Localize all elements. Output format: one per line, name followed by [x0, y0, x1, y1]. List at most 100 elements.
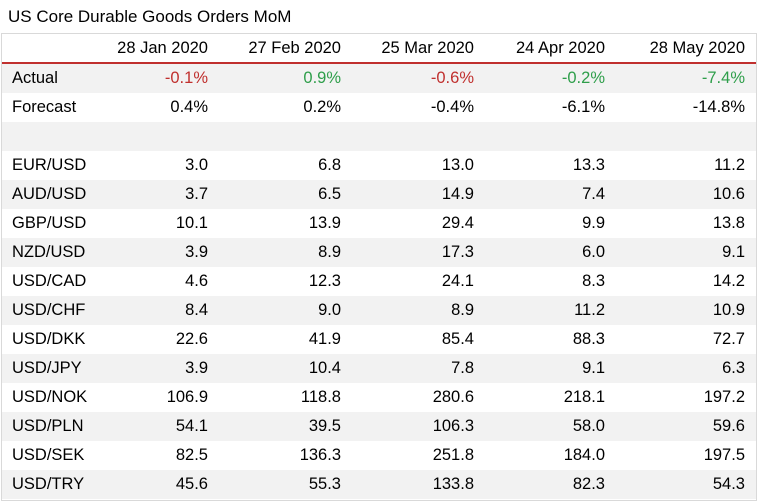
pair-value: 29.4 — [441, 214, 474, 232]
row-label: Actual — [1, 63, 100, 93]
pair-row: NZD/USD 3.9 8.9 17.3 6.0 9.1 — [1, 238, 757, 267]
pair-row: USD/TRY 45.6 55.3 133.8 82.3 54.3 — [1, 470, 757, 499]
pair-value: 88.3 — [572, 330, 605, 348]
pair-value: 9.1 — [486, 354, 617, 383]
pair-value: 3.9 — [100, 354, 220, 383]
pair-value: 85.4 — [441, 330, 474, 348]
pair-value: 8.9 — [353, 296, 486, 325]
pair-value: 14.9 — [353, 180, 486, 209]
column-header: 28 May 2020 — [617, 33, 757, 64]
pair-value: 10.6 — [617, 180, 757, 209]
pair-value: 6.8 — [318, 156, 341, 174]
actual-row: Actual -0.1% 0.9% -0.6% -0.2% -7.4% — [1, 63, 757, 93]
pair-label: USD/TRY — [1, 470, 100, 499]
pair-value: 3.7 — [100, 180, 220, 209]
pair-value: 8.4 — [100, 296, 220, 325]
pair-value: 13.8 — [712, 214, 745, 232]
actual-value: -0.1% — [100, 63, 220, 93]
pair-value: 58.0 — [486, 412, 617, 441]
pair-value: 72.7 — [712, 330, 745, 348]
pair-value: 17.3 — [353, 238, 486, 267]
pair-row: GBP/USD 10.1 13.9 29.4 9.9 13.8 — [1, 209, 757, 238]
pair-label: NZD/USD — [1, 238, 100, 267]
pair-label: USD/CHF — [1, 296, 100, 325]
table-title: US Core Durable Goods Orders MoM — [8, 7, 292, 26]
pair-value: 82.3 — [486, 470, 617, 499]
column-header: 24 Apr 2020 — [486, 33, 617, 64]
row-label: Forecast — [12, 98, 77, 116]
spacer-cell — [1, 122, 757, 151]
pair-value: 106.9 — [166, 388, 208, 406]
pair-value: 3.0 — [185, 156, 208, 174]
forecast-value: -0.4% — [430, 98, 474, 116]
pair-row: USD/CAD 4.6 12.3 24.1 8.3 14.2 — [1, 267, 757, 296]
pair-row: USD/JPY 3.9 10.4 7.8 9.1 6.3 — [1, 354, 757, 383]
pair-value: 59.6 — [617, 412, 757, 441]
pair-value: 10.4 — [220, 354, 353, 383]
pair-label: USD/JPY — [1, 354, 100, 383]
column-header: 25 Mar 2020 — [353, 33, 486, 64]
pair-value: 7.8 — [353, 354, 486, 383]
column-header: 28 Jan 2020 — [100, 33, 220, 64]
pair-value: 13.3 — [572, 156, 605, 174]
pair-value: 54.3 — [617, 470, 757, 499]
pair-row: EUR/USD 3.0 6.8 13.0 13.3 11.2 — [1, 151, 757, 180]
data-table: 28 Jan 2020 27 Feb 2020 25 Mar 2020 24 A… — [1, 33, 757, 499]
pair-value: 10.9 — [617, 296, 757, 325]
pair-value: 8.3 — [582, 272, 605, 290]
pair-value: 24.1 — [441, 272, 474, 290]
column-header: 27 Feb 2020 — [220, 33, 353, 64]
pair-value: 14.2 — [712, 272, 745, 290]
pair-label: USD/DKK — [12, 330, 86, 348]
pair-value: 9.9 — [582, 214, 605, 232]
pair-value: 13.0 — [441, 156, 474, 174]
pair-value: 12.3 — [308, 272, 341, 290]
pair-value: 197.5 — [703, 446, 745, 464]
pair-value: 184.0 — [563, 446, 605, 464]
pair-label: AUD/USD — [1, 180, 100, 209]
pair-value: 6.5 — [220, 180, 353, 209]
pair-value: 11.2 — [714, 156, 745, 174]
actual-value: -7.4% — [617, 63, 757, 93]
pair-value: 13.9 — [308, 214, 341, 232]
pair-value: 251.8 — [432, 446, 474, 464]
pair-value: 10.1 — [175, 214, 208, 232]
pair-value: 11.2 — [486, 296, 617, 325]
actual-value: -0.6% — [353, 63, 486, 93]
header-row: 28 Jan 2020 27 Feb 2020 25 Mar 2020 24 A… — [1, 33, 757, 64]
pair-label: GBP/USD — [12, 214, 87, 232]
pair-label: USD/CAD — [12, 272, 87, 290]
pair-value: 4.6 — [185, 272, 208, 290]
pair-row: USD/PLN 54.1 39.5 106.3 58.0 59.6 — [1, 412, 757, 441]
pair-row: USD/DKK 22.6 41.9 85.4 88.3 72.7 — [1, 325, 757, 354]
pair-row: USD/SEK 82.5 136.3 251.8 184.0 197.5 — [1, 441, 757, 470]
pair-value: 6.0 — [486, 238, 617, 267]
pair-value: 22.6 — [175, 330, 208, 348]
pair-value: 45.6 — [100, 470, 220, 499]
pair-value: 280.6 — [432, 388, 474, 406]
actual-value: 0.9% — [220, 63, 353, 93]
pair-value: 82.5 — [175, 446, 208, 464]
header-corner — [1, 33, 100, 64]
pair-row: AUD/USD 3.7 6.5 14.9 7.4 10.6 — [1, 180, 757, 209]
forecast-value: 0.2% — [303, 98, 341, 116]
pair-value: 106.3 — [353, 412, 486, 441]
pair-value: 133.8 — [353, 470, 486, 499]
pair-value: 39.5 — [220, 412, 353, 441]
pair-value: 118.8 — [300, 388, 341, 406]
pair-value: 197.2 — [703, 388, 745, 406]
actual-value: -0.2% — [486, 63, 617, 93]
pair-value: 218.1 — [563, 388, 605, 406]
pair-value: 8.9 — [220, 238, 353, 267]
pair-value: 9.0 — [220, 296, 353, 325]
forecast-value: -14.8% — [692, 98, 745, 116]
forecast-value: 0.4% — [170, 98, 208, 116]
pair-value: 54.1 — [100, 412, 220, 441]
pair-value: 3.9 — [100, 238, 220, 267]
spacer-row — [1, 122, 757, 151]
forecast-row: Forecast 0.4% 0.2% -0.4% -6.1% -14.8% — [1, 93, 757, 122]
pair-label: USD/SEK — [12, 446, 85, 464]
pair-label: USD/PLN — [1, 412, 100, 441]
pair-value: 41.9 — [308, 330, 341, 348]
pair-value: 7.4 — [486, 180, 617, 209]
